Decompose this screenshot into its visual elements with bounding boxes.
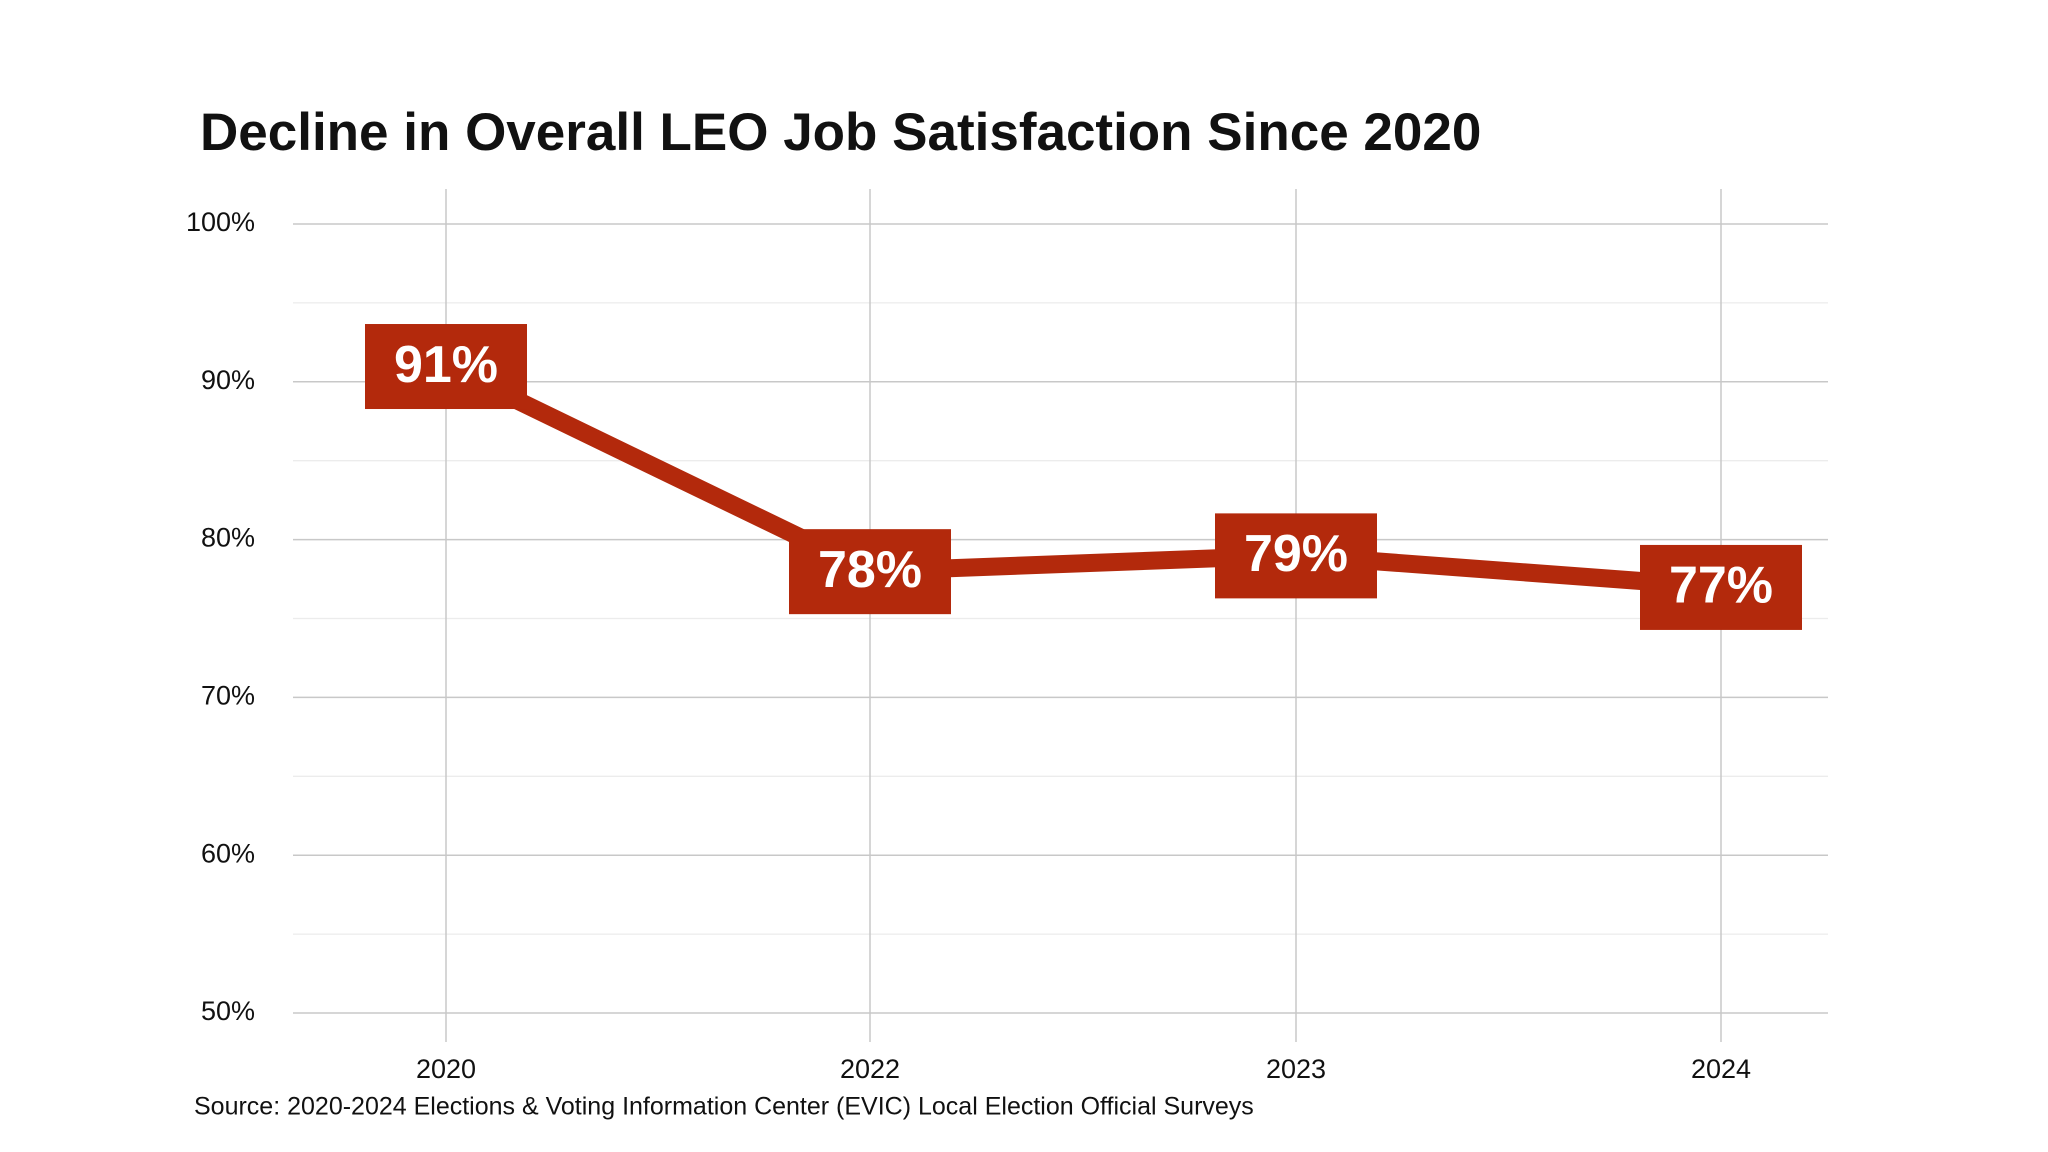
data-label: 78% bbox=[818, 541, 922, 599]
data-line bbox=[442, 357, 1722, 596]
x-tick-label: 2020 bbox=[416, 1054, 476, 1084]
data-label: 91% bbox=[394, 336, 498, 394]
y-tick-label: 60% bbox=[201, 838, 255, 868]
x-tick-label: 2022 bbox=[840, 1054, 900, 1084]
data-point-box bbox=[1215, 513, 1377, 599]
y-tick-label: 90% bbox=[201, 365, 255, 395]
y-tick-label: 80% bbox=[201, 523, 255, 553]
y-tick-label: 100% bbox=[186, 207, 255, 237]
data-label: 79% bbox=[1244, 525, 1348, 583]
x-tick-label: 2023 bbox=[1266, 1054, 1326, 1084]
x-tick-label: 2024 bbox=[1691, 1054, 1751, 1084]
source-note: Source: 2020-2024 Elections & Voting Inf… bbox=[194, 1093, 1254, 1121]
y-tick-label: 50% bbox=[201, 996, 255, 1026]
data-point-box bbox=[789, 529, 951, 615]
chart-title: Decline in Overall LEO Job Satisfaction … bbox=[200, 103, 1481, 162]
y-tick-label: 70% bbox=[201, 681, 255, 711]
data-label: 77% bbox=[1669, 557, 1773, 615]
data-point-box bbox=[365, 324, 527, 410]
data-point-box bbox=[1640, 544, 1802, 630]
